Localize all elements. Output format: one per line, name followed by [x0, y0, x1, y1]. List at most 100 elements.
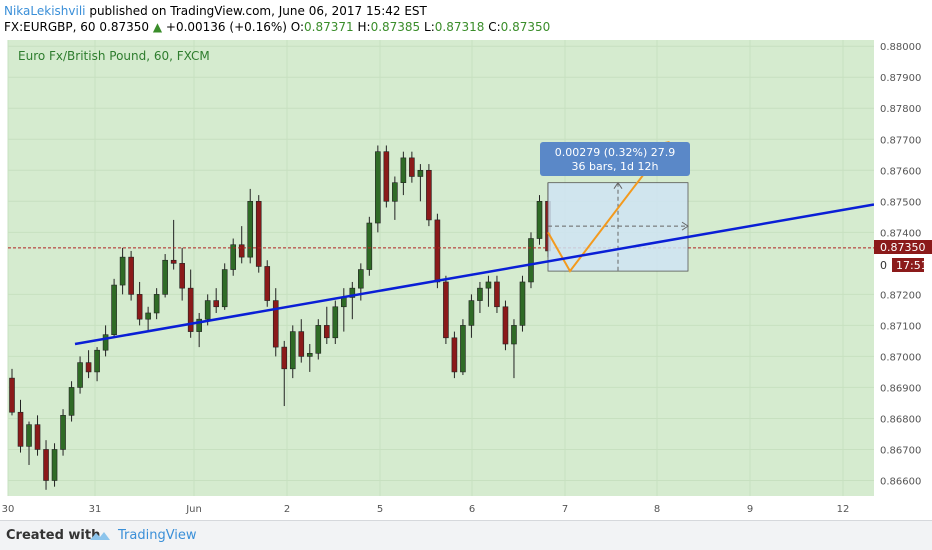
measure-tool[interactable]: 0.00279 (0.32%) 27.936 bars, 1d 12h — [540, 141, 690, 273]
author-link[interactable]: NikaLekishvili — [4, 4, 86, 18]
time-tick: Jun — [185, 504, 202, 515]
time-tick: 9 — [747, 504, 753, 515]
price-tick: 0.86900 — [880, 383, 921, 394]
measure-arrow-v-icon — [613, 181, 623, 189]
countdown-prefix: 0 — [880, 259, 887, 272]
close-label: C: — [488, 20, 501, 34]
price-tick: 0.87000 — [880, 352, 921, 363]
high-label: H: — [357, 20, 371, 34]
publish-line: NikaLekishvili published on TradingView.… — [4, 4, 427, 18]
trend-line[interactable] — [74, 203, 875, 346]
candle — [443, 275, 449, 344]
candle — [26, 421, 32, 465]
candle — [213, 288, 219, 313]
tradingview-logo-icon — [90, 532, 110, 540]
candle — [60, 409, 66, 456]
candle — [536, 195, 543, 245]
candle — [247, 188, 254, 264]
measure-label-bg — [540, 142, 690, 176]
candle — [221, 263, 228, 310]
candle — [136, 281, 143, 326]
symbol-label: FX:EURGBP, 60 — [4, 20, 96, 34]
candle — [119, 247, 126, 295]
measure-arrow-h-icon — [681, 221, 689, 231]
candle — [264, 260, 271, 307]
candle — [179, 247, 185, 301]
candle — [153, 288, 160, 320]
publish-info: published on TradingView.com, June 06, 2… — [85, 4, 427, 18]
tradingview-brand[interactable]: TradingView — [118, 528, 197, 543]
candle — [43, 440, 49, 490]
candle — [494, 275, 500, 313]
candle — [187, 269, 194, 338]
price-label: 0.87350 — [880, 241, 926, 254]
candle — [68, 381, 75, 422]
price-tick: 0.87500 — [880, 197, 921, 208]
time-axis[interactable]: 30 31 Jun 2 5 6 7 8 9 12 — [2, 504, 850, 515]
candle — [51, 443, 58, 487]
candle — [400, 151, 407, 196]
price-tick: 0.87100 — [880, 321, 921, 332]
time-tick: 8 — [654, 504, 660, 515]
candle — [94, 347, 100, 382]
price-tick: 0.87200 — [880, 290, 921, 301]
candle — [375, 145, 381, 233]
last-price: 0.87350 — [99, 20, 149, 34]
candle — [485, 275, 492, 307]
price-tick: 0.86600 — [880, 476, 921, 487]
price-tick: 0.88000 — [880, 42, 921, 53]
price-chart[interactable]: 0.00279 (0.32%) 27.936 bars, 1d 12h Euro… — [0, 40, 932, 520]
time-tick: 6 — [469, 504, 475, 515]
candle — [162, 254, 168, 298]
countdown-label: 17:51 — [896, 259, 928, 272]
candle — [349, 281, 356, 320]
candle — [272, 288, 279, 357]
candle — [145, 306, 151, 332]
price-tick: 0.87800 — [880, 104, 921, 115]
candle — [383, 145, 390, 208]
candle — [17, 399, 24, 453]
candle — [451, 331, 458, 379]
candle — [128, 250, 134, 301]
time-axis-bg — [8, 496, 874, 520]
candle — [477, 281, 483, 313]
candle — [409, 151, 415, 183]
close-value: 0.87350 — [500, 20, 551, 34]
candle — [468, 294, 475, 338]
symbol-line: FX:EURGBP, 60 0.87350 ▲ +0.00136 (+0.16%… — [4, 20, 550, 34]
candle — [111, 278, 117, 338]
candle — [298, 319, 305, 363]
candle — [196, 312, 202, 348]
price-tick: 0.86800 — [880, 414, 921, 425]
candle — [102, 325, 109, 357]
candle — [392, 176, 398, 220]
candles-group — [9, 145, 551, 490]
time-tick: 5 — [377, 504, 383, 515]
price-tick: 0.87900 — [880, 73, 921, 84]
price-axis[interactable]: 0.88000 0.87900 0.87800 0.87700 0.87600 0.875… — [880, 42, 921, 487]
candle — [519, 275, 526, 332]
price-tick: 0.87400 — [880, 228, 921, 239]
candle — [77, 356, 83, 394]
candle — [323, 306, 330, 344]
candle — [528, 232, 534, 289]
candle — [85, 350, 92, 379]
candle — [426, 164, 432, 227]
time-tick: 12 — [837, 504, 850, 515]
candle — [255, 195, 262, 273]
candle — [238, 226, 245, 264]
candle — [9, 368, 15, 416]
candle — [306, 344, 313, 372]
footer-bar: Created with TradingView — [0, 520, 932, 550]
high-value: 0.87385 — [370, 20, 421, 34]
countdown-label-bg — [892, 258, 924, 272]
low-value: 0.87318 — [434, 20, 485, 34]
chart-area[interactable]: 0.00279 (0.32%) 27.9 36 bars, 1d 12h Euro… — [0, 40, 932, 520]
plot-background — [8, 40, 874, 496]
candle — [460, 319, 466, 376]
time-tick: 31 — [89, 504, 102, 515]
candle — [366, 216, 373, 276]
chart-header: NikaLekishvili published on TradingView.… — [0, 0, 932, 40]
projection-path[interactable] — [547, 141, 669, 273]
price-tick: 0.86700 — [880, 445, 921, 456]
